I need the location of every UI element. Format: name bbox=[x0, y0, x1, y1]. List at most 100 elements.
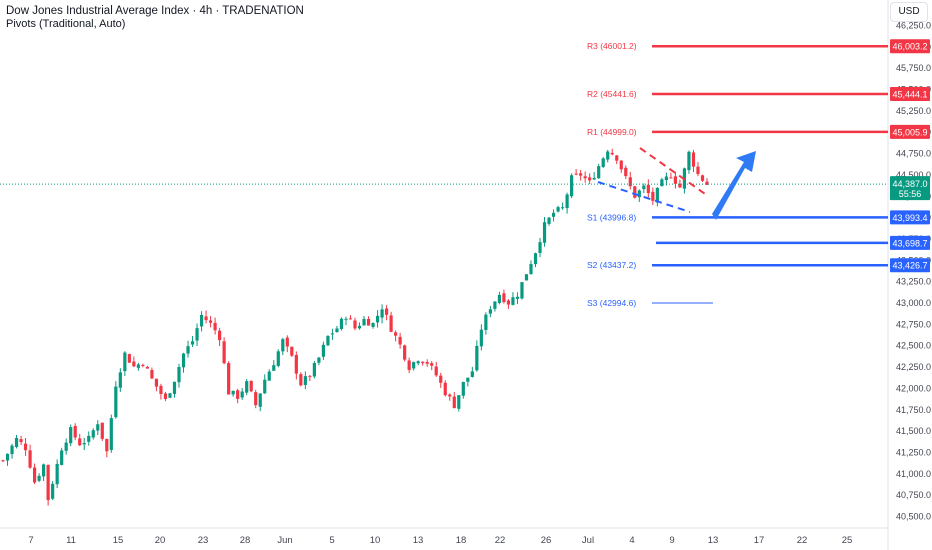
price-tick-label: 45,250.0 bbox=[896, 106, 931, 116]
candle-body bbox=[46, 464, 50, 501]
candle-body bbox=[601, 158, 605, 167]
candle-body bbox=[28, 450, 32, 468]
candle-body bbox=[610, 152, 614, 155]
candle-body bbox=[646, 184, 650, 194]
pivot-price-tag-text: 45,005.9 bbox=[892, 127, 927, 137]
candle-body bbox=[339, 318, 344, 330]
candle-body bbox=[497, 294, 502, 303]
time-tick-label: 10 bbox=[370, 535, 381, 546]
indicator-label[interactable]: Pivots (Traditional, Auto) bbox=[6, 18, 126, 30]
candle-body bbox=[123, 352, 127, 372]
candle-body bbox=[177, 367, 181, 383]
bar-countdown-text: 55:56 bbox=[899, 189, 922, 199]
time-tick-label: 9 bbox=[669, 535, 674, 546]
candle-body bbox=[475, 345, 479, 371]
candle-body bbox=[443, 382, 447, 396]
candle-body bbox=[227, 363, 231, 395]
price-tick-label: 42,250.0 bbox=[896, 362, 931, 372]
candle-body bbox=[245, 381, 249, 393]
candle-body bbox=[154, 378, 159, 387]
candle-body bbox=[55, 463, 59, 485]
pivot-label: R2 (45441.6) bbox=[587, 89, 637, 99]
candle-body bbox=[425, 362, 429, 364]
candle-body bbox=[538, 242, 542, 253]
candle-body bbox=[520, 282, 524, 299]
candle-body bbox=[294, 354, 298, 374]
candle-body bbox=[515, 296, 520, 299]
candle-body bbox=[163, 393, 168, 400]
candle-body bbox=[384, 308, 389, 315]
time-tick-label: 25 bbox=[842, 535, 853, 546]
candle-body bbox=[597, 166, 601, 179]
candle-body bbox=[186, 346, 190, 354]
candle-body bbox=[290, 346, 294, 356]
candle-body bbox=[231, 390, 235, 395]
candle-body bbox=[236, 390, 240, 399]
time-tick-label: 23 bbox=[198, 535, 209, 546]
candle-body bbox=[303, 376, 307, 385]
candle-body bbox=[448, 394, 452, 397]
candle-body bbox=[14, 437, 19, 448]
pivot-price-tag-text: 46,003.2 bbox=[892, 42, 927, 52]
candle-body bbox=[321, 344, 326, 357]
pivot-price-tag bbox=[890, 124, 930, 139]
price-tick-label: 42,500.0 bbox=[896, 341, 931, 351]
candle-body bbox=[624, 167, 628, 177]
currency-button[interactable]: USD bbox=[890, 2, 928, 22]
candle-body bbox=[145, 366, 150, 369]
candle-body bbox=[484, 314, 488, 330]
time-tick-label: 15 bbox=[113, 535, 124, 546]
candle-body bbox=[452, 396, 456, 409]
candle-body bbox=[258, 393, 262, 407]
candle-body bbox=[281, 339, 285, 352]
candle-body bbox=[105, 439, 109, 452]
candle-body bbox=[208, 320, 213, 323]
candle-body bbox=[651, 191, 655, 201]
time-tick-label: 18 bbox=[456, 535, 467, 546]
price-tick-label: 41,500.0 bbox=[896, 426, 931, 436]
candle-body bbox=[375, 315, 380, 323]
candle-body bbox=[10, 445, 14, 455]
candle-body bbox=[118, 372, 122, 388]
time-tick-label: 13 bbox=[708, 535, 719, 546]
candle-body bbox=[421, 361, 425, 364]
time-tick-label: 13 bbox=[413, 535, 424, 546]
candle-body bbox=[407, 360, 411, 370]
candle-body bbox=[82, 443, 86, 445]
candle-body bbox=[588, 177, 592, 181]
candle-body bbox=[660, 179, 664, 187]
candle-body bbox=[19, 439, 23, 443]
candle-body bbox=[344, 318, 348, 320]
candle-body bbox=[199, 314, 204, 327]
candle-body bbox=[479, 329, 483, 347]
candle-body bbox=[168, 393, 172, 398]
resistance-trendline bbox=[639, 147, 709, 197]
candle-body bbox=[398, 336, 402, 345]
candle-body bbox=[579, 173, 583, 176]
candle-body bbox=[51, 483, 55, 499]
candle-body bbox=[551, 212, 556, 217]
candle-body bbox=[276, 351, 280, 366]
candle-body bbox=[32, 467, 37, 483]
candle-body bbox=[317, 357, 321, 363]
candle-body bbox=[330, 333, 335, 335]
candle-body bbox=[60, 450, 64, 465]
price-tick-label: 40,750.0 bbox=[896, 490, 931, 500]
candle-body bbox=[461, 381, 465, 396]
candle-body bbox=[529, 264, 533, 274]
candle-body bbox=[570, 175, 574, 197]
candle-body bbox=[687, 151, 691, 171]
candle-body bbox=[412, 362, 416, 369]
candle-body bbox=[637, 190, 641, 198]
pivot-price-tag bbox=[890, 258, 930, 273]
candle-body bbox=[73, 425, 77, 438]
candle-body bbox=[362, 318, 366, 326]
candle-body bbox=[37, 475, 41, 481]
pivot-label: R1 (44999.0) bbox=[587, 127, 637, 137]
candle-body bbox=[1, 460, 5, 462]
candle-body bbox=[606, 151, 610, 160]
pivot-price-tag bbox=[890, 39, 930, 54]
candle-body bbox=[114, 386, 118, 418]
